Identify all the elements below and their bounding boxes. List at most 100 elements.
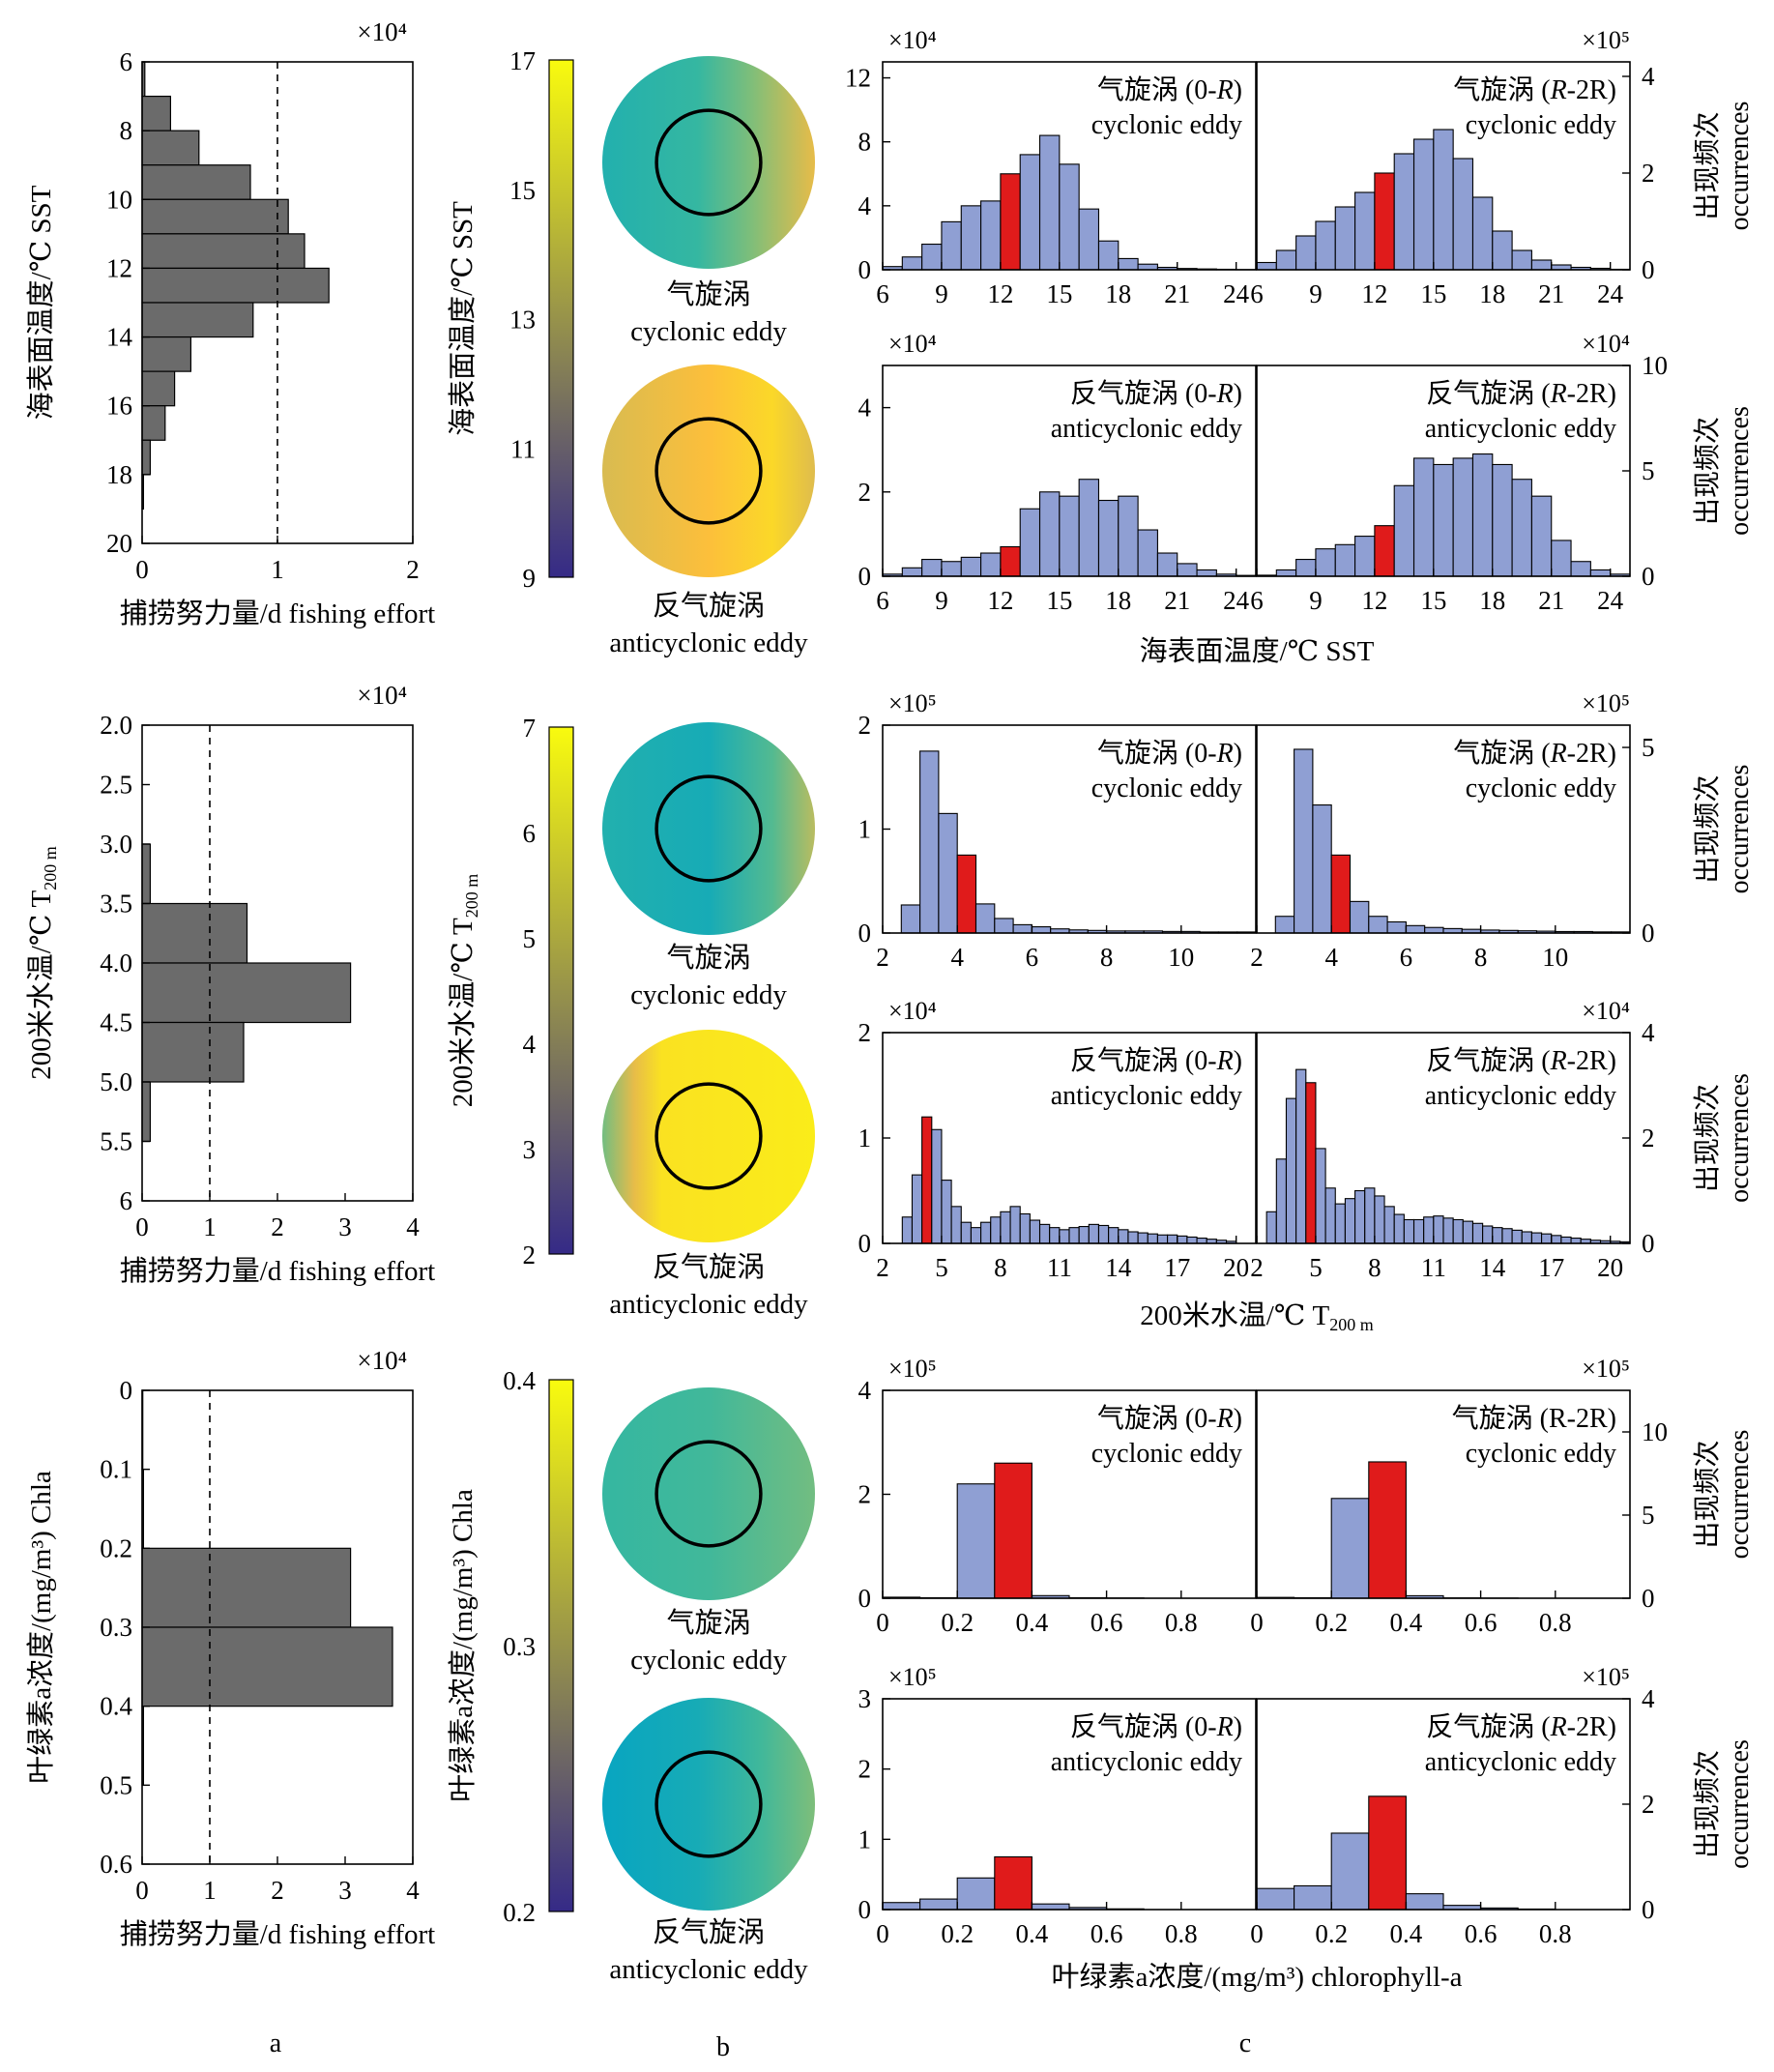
axes-frame <box>1256 61 1631 271</box>
y-tick-label: 2.0 <box>100 711 132 740</box>
histogram-bar <box>980 1221 992 1244</box>
axes-frame <box>1256 724 1631 934</box>
histogram-bar <box>1386 920 1407 934</box>
histogram-bar <box>1038 491 1061 577</box>
histogram-title-cn: 气旋涡 ( <box>1453 74 1550 105</box>
x-tick-label: 5 <box>1309 1253 1323 1282</box>
x-axis-label: 捕捞努力量/d fishing effort <box>120 1255 436 1287</box>
colorbar-label-sub: 200 m <box>462 874 481 919</box>
histogram-bar <box>1354 1189 1366 1244</box>
histogram-bar <box>901 256 923 271</box>
histogram-bar <box>1068 1227 1080 1244</box>
histogram-bar <box>911 1174 923 1244</box>
occurrences-label-en: occurrences <box>1725 1430 1755 1560</box>
histogram-bar-highlight <box>1330 854 1352 934</box>
histogram-bar <box>900 904 921 934</box>
histogram-bar <box>1031 1903 1070 1911</box>
histogram-bar <box>1471 1222 1484 1244</box>
x-tick-label: 20 <box>1223 1253 1249 1282</box>
histogram-bar-highlight <box>956 854 977 934</box>
x-tick-label: 0 <box>135 1876 149 1905</box>
histogram-title-cn: 反气旋涡 ( <box>1426 378 1550 409</box>
histogram-bar <box>1000 1211 1011 1244</box>
y-tick-label: 0 <box>1642 255 1655 284</box>
histogram-bar <box>882 1902 921 1911</box>
x-tick-label: 2 <box>271 1876 284 1905</box>
eddy-map-chla_anticyclonic: 反气旋涡 anticyclonic eddy <box>602 1698 815 1985</box>
eddy-map-sst_anticyclonic: 反气旋涡 anticyclonic eddy <box>602 365 815 658</box>
histogram-bar <box>1374 1195 1385 1244</box>
x-tick-label: 18 <box>1105 586 1131 615</box>
effort-bar <box>141 336 192 372</box>
histogram-title: 反气旋涡 (0-R) <box>1070 378 1242 409</box>
y-tick-label: 0.5 <box>100 1770 132 1799</box>
effort-bar <box>141 370 176 407</box>
histogram-sst-3: 0 5 10 6 9 12 15 18 21 24 ×10⁴ 反气旋涡 (R-2R) anticyclo… <box>1250 330 1668 615</box>
y-tick-label: 12 <box>106 253 132 282</box>
histogram-title-en: cyclonic eddy <box>1091 1439 1242 1469</box>
x-axis-label: 捕捞努力量/d fishing effort <box>120 1918 436 1950</box>
histogram-bar <box>1275 249 1297 271</box>
x-tick-label: 21 <box>1538 586 1564 615</box>
map-label-en: cyclonic eddy <box>630 979 787 1010</box>
histogram-bar <box>1412 1218 1425 1244</box>
histogram-title-italic: R <box>1550 75 1567 105</box>
effort-bar <box>141 1626 393 1707</box>
x-tick-label: 6 <box>1026 943 1039 972</box>
y-tick-label: 0.2 <box>100 1533 132 1562</box>
y-tick-label: 0 <box>858 1229 872 1258</box>
histogram-bar <box>1097 1224 1110 1244</box>
histogram-title-italic: R <box>1216 1046 1234 1076</box>
histogram-title-en: anticyclonic eddy <box>1051 414 1242 444</box>
histogram-bar-highlight <box>994 1462 1032 1599</box>
histogram-bar <box>1412 138 1435 271</box>
y-tick-label: 16 <box>106 392 132 421</box>
histogram-bar <box>1097 240 1120 271</box>
colorbar-sst: 9 11 13 15 17 海表面温度/℃ SST <box>447 46 574 593</box>
histogram-title-cn: 气旋涡 (0- <box>1097 1403 1217 1434</box>
occurrences-label-cn: 出现频次 <box>1692 111 1723 219</box>
histogram-title-en: cyclonic eddy <box>1466 773 1616 803</box>
histogram-title-italic: R <box>1550 739 1567 769</box>
histogram-bar <box>1349 900 1370 934</box>
colorbar-label: 海表面温度/℃ SST <box>447 201 479 436</box>
histogram-bar <box>1118 257 1139 271</box>
histogram-bar <box>1315 220 1336 271</box>
y-tick-label: 0 <box>1642 1895 1655 1924</box>
y-tick-label: 2 <box>858 1018 872 1047</box>
histogram-bar <box>1294 1884 1332 1911</box>
histogram-bar <box>1196 569 1217 577</box>
histogram-bar <box>919 1898 958 1911</box>
y-tick-label: 18 <box>106 460 132 489</box>
y-tick-label: 14 <box>106 323 133 352</box>
histogram-bar <box>931 1128 943 1244</box>
x-tick-label: 8 <box>994 1253 1007 1282</box>
histogram-bar <box>956 1483 996 1599</box>
y-tick-label: 2 <box>858 711 872 740</box>
scale-label: ×10⁴ <box>888 330 937 358</box>
y-tick-label: 2 <box>858 1480 872 1509</box>
x-tick-label: 24 <box>1223 279 1250 308</box>
y-axis-label-main: 海表面温度/℃ SST <box>25 185 57 420</box>
histogram-bar <box>1078 1226 1090 1244</box>
y-tick-label: 0.1 <box>100 1455 132 1484</box>
x-tick-label: 0.8 <box>1539 1919 1572 1948</box>
scale-label: ×10⁴ <box>1582 997 1630 1025</box>
map-label-cn: 气旋涡 <box>666 942 750 974</box>
y-axis-label: 海表面温度/℃ SST <box>25 185 57 420</box>
x-tick-label: 0.4 <box>1390 1608 1423 1637</box>
histogram-bar <box>1424 926 1444 934</box>
x-tick-label: 2 <box>1250 943 1264 972</box>
effort-panel-t200: 2.0 2.5 3.0 3.5 4.0 4.5 5.0 5.5 60 1 2 3 4 ×10⁴ 捕捞努力量/… <box>25 681 435 1287</box>
histogram-title-cn: 气旋涡 (R-2R) <box>1452 1403 1616 1434</box>
histogram-title-italic: R <box>1216 1712 1234 1742</box>
histogram-bar <box>950 1206 962 1244</box>
histogram-title-italic: R <box>1550 379 1567 409</box>
eddy-field <box>602 1698 815 1911</box>
histogram-bar <box>1452 457 1474 577</box>
y-tick-label: 20 <box>106 529 132 558</box>
y-tick-label: 4 <box>1642 1684 1655 1713</box>
histogram-bar <box>1049 1227 1061 1244</box>
histogram-bar <box>921 559 943 577</box>
